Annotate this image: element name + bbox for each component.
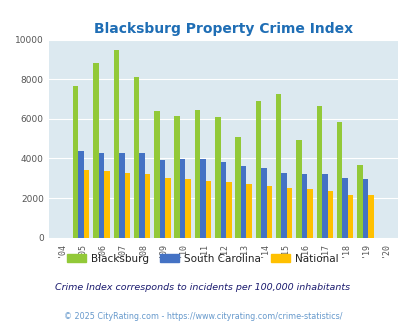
Bar [159, 160, 165, 238]
Bar [260, 168, 266, 238]
Bar [139, 153, 145, 238]
Bar [296, 140, 301, 238]
Bar [301, 174, 307, 238]
Bar [367, 195, 373, 238]
Bar [185, 179, 190, 238]
Bar [73, 86, 78, 238]
Bar [134, 77, 139, 238]
Title: Blacksburg Property Crime Index: Blacksburg Property Crime Index [94, 22, 352, 36]
Bar [179, 159, 185, 238]
Legend: Blacksburg, South Carolina, National: Blacksburg, South Carolina, National [63, 249, 342, 268]
Bar [347, 195, 352, 238]
Bar [119, 153, 124, 238]
Bar [113, 50, 119, 238]
Bar [266, 186, 271, 238]
Bar [226, 182, 231, 238]
Bar [205, 181, 211, 238]
Bar [200, 159, 205, 238]
Text: Crime Index corresponds to incidents per 100,000 inhabitants: Crime Index corresponds to incidents per… [55, 282, 350, 292]
Bar [174, 116, 179, 238]
Bar [281, 173, 286, 238]
Bar [336, 122, 341, 238]
Bar [215, 117, 220, 238]
Bar [145, 174, 150, 238]
Bar [362, 179, 367, 238]
Bar [93, 63, 98, 238]
Bar [307, 189, 312, 238]
Bar [84, 170, 89, 238]
Bar [255, 101, 260, 238]
Bar [327, 191, 332, 238]
Bar [356, 165, 362, 238]
Text: © 2025 CityRating.com - https://www.cityrating.com/crime-statistics/: © 2025 CityRating.com - https://www.city… [64, 312, 341, 321]
Bar [316, 106, 321, 238]
Bar [240, 166, 246, 238]
Bar [124, 173, 130, 238]
Bar [154, 111, 159, 238]
Bar [78, 151, 84, 238]
Bar [321, 174, 327, 238]
Bar [165, 178, 170, 238]
Bar [194, 110, 200, 238]
Bar [98, 153, 104, 238]
Bar [220, 162, 226, 238]
Bar [275, 94, 281, 238]
Bar [341, 178, 347, 238]
Bar [246, 183, 251, 238]
Bar [104, 171, 109, 238]
Bar [235, 137, 240, 238]
Bar [286, 188, 292, 238]
